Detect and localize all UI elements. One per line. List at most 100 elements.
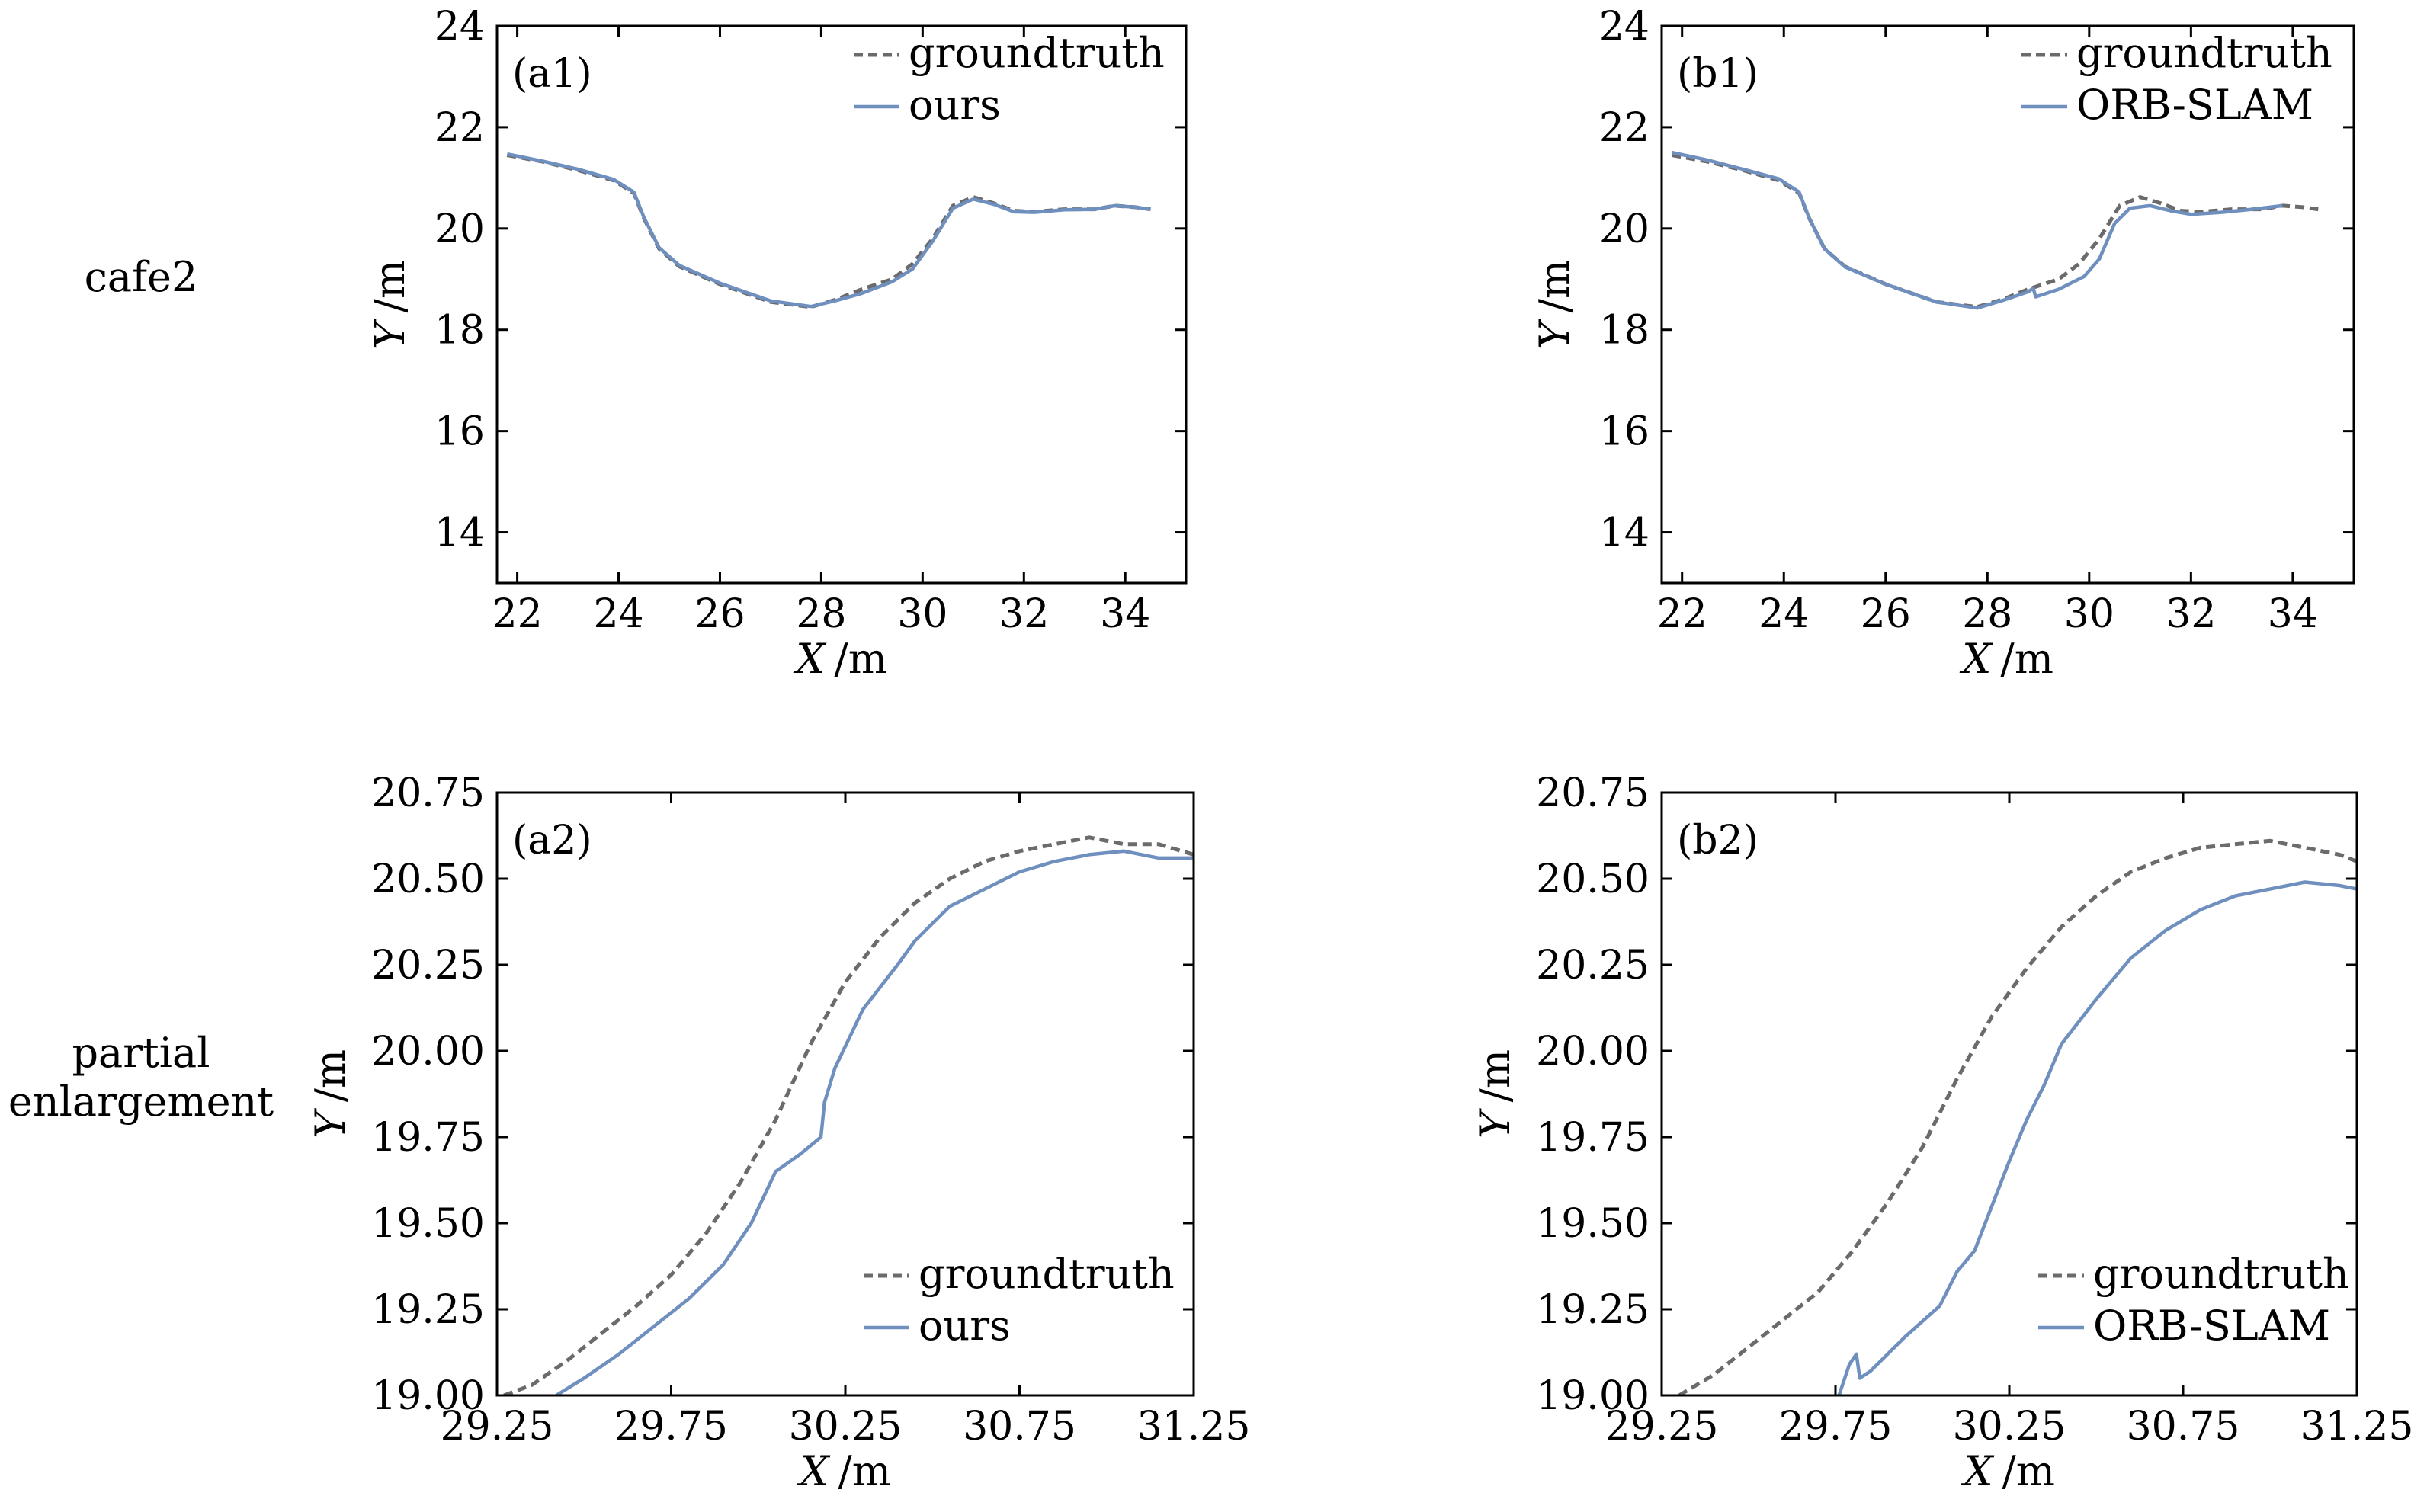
x-tick-label: 30 [897, 591, 947, 637]
y-axis-label: Y/m [306, 1049, 354, 1139]
y-tick-label: 20.00 [371, 1029, 485, 1075]
y-axis-label-var: Y [366, 319, 414, 349]
x-axis-label-unit: /m [2002, 1447, 2055, 1495]
x-tick-label: 24 [1759, 591, 1809, 637]
y-tick-label: 20 [1599, 207, 1650, 252]
row-label-cafe2: cafe2 [84, 253, 198, 301]
x-tick-label: 34 [1100, 591, 1150, 637]
series-line-ours [555, 849, 1194, 1395]
x-tick-label: 29.25 [1605, 1404, 1719, 1450]
y-axis-label-var: Y [306, 1108, 354, 1139]
x-tick-label: 28 [1962, 591, 2012, 637]
series-line-orb-slam [1671, 150, 2283, 310]
x-tick-label: 29.75 [1779, 1404, 1893, 1450]
x-axis-label: X/m [797, 1447, 891, 1495]
x-tick-label: 29.75 [614, 1404, 728, 1450]
plot-frame [495, 24, 1188, 585]
y-axis-label-unit: /m [1531, 260, 1579, 312]
y-tick-label: 19.50 [371, 1201, 485, 1247]
legend-label: groundtruth [2076, 29, 2332, 77]
y-axis-label: Y/m [1471, 1049, 1519, 1139]
x-axis-label: X/m [1959, 635, 2053, 683]
y-tick-label: 22 [1599, 105, 1650, 151]
y-axis-label-unit: /m [366, 260, 414, 312]
x-tick-label: 30.75 [963, 1404, 1076, 1450]
x-axis-label-unit: /m [838, 1447, 891, 1495]
x-tick-label: 30.75 [2127, 1404, 2240, 1450]
y-tick-label: 18 [1599, 308, 1650, 354]
x-tick-label: 22 [1657, 591, 1707, 637]
legend-label: ours [919, 1302, 1011, 1350]
x-tick-label: 32 [2166, 591, 2216, 637]
x-axis-label: X/m [793, 635, 887, 683]
y-tick-label: 24 [434, 4, 485, 50]
x-tick-label: 26 [694, 591, 745, 637]
chart-panel-0: 22 24 26 28 30 32 34141618202224(a1)X/mY/mgrou… [366, 4, 1188, 683]
legend-label: ours [909, 81, 1001, 129]
x-tick-label: 29.25 [441, 1404, 554, 1450]
y-tick-label: 19.25 [371, 1287, 485, 1333]
panel-label: (a1) [512, 51, 592, 97]
x-tick-label: 24 [593, 591, 643, 637]
y-tick-label: 19.50 [1536, 1201, 1650, 1247]
y-tick-label: 16 [434, 409, 485, 455]
y-tick-label: 16 [1599, 409, 1650, 455]
x-axis-label-var: X [1961, 1447, 1995, 1495]
chart-panel-2: 29.25 29.75 30.25 30.75 31.25 19.00 19.25 19.50… [306, 770, 1250, 1495]
legend-label: ORB-SLAM [2076, 81, 2313, 129]
x-tick-label: 30.25 [789, 1404, 903, 1450]
chart-panel-1: 22 24 26 28 30 32 34141618202224(b1)X/mY/mgrou… [1531, 4, 2355, 683]
x-tick-label: 34 [2268, 591, 2318, 637]
x-tick-label: 26 [1861, 591, 1911, 637]
legend-label: groundtruth [919, 1250, 1175, 1298]
legend-label: groundtruth [909, 29, 1165, 77]
y-tick-label: 20.75 [371, 770, 485, 816]
y-tick-label: 20.50 [1536, 857, 1650, 902]
x-axis-label-var: X [793, 635, 827, 683]
x-axis-label-unit: /m [2001, 635, 2053, 683]
y-axis-label-var: Y [1531, 319, 1579, 349]
y-tick-label: 20.75 [1536, 770, 1650, 816]
y-axis-label-unit: /m [1471, 1049, 1519, 1102]
y-tick-label: 19.75 [1536, 1115, 1650, 1161]
row-label-partial-enlargement-text: partial enlargement [8, 1029, 274, 1126]
plot-frame [495, 791, 1195, 1397]
y-tick-label: 14 [434, 511, 485, 556]
legend-label: ORB-SLAM [2093, 1302, 2330, 1350]
x-tick-label: 22 [492, 591, 543, 637]
x-tick-label: 31.25 [2300, 1404, 2414, 1450]
y-tick-label: 20.25 [1536, 943, 1650, 988]
x-axis-label-unit: /m [835, 635, 887, 683]
y-tick-label: 14 [1599, 511, 1650, 556]
x-tick-label: 32 [999, 591, 1049, 637]
x-tick-label: 30.25 [1953, 1404, 2066, 1450]
series-line-groundtruth [1678, 838, 2357, 1395]
panel-label: (b2) [1677, 818, 1759, 863]
plot-frame [1660, 24, 2355, 585]
y-tick-label: 22 [434, 105, 485, 151]
chart-panel-3: 29.25 29.75 30.25 30.75 31.25 19.00 19.25 19.50… [1471, 770, 2413, 1495]
x-tick-label: 28 [796, 591, 846, 637]
y-tick-label: 20.25 [371, 943, 485, 988]
series-line-orb-slam [1837, 880, 2357, 1395]
y-axis-label-unit: /m [306, 1049, 354, 1102]
legend-label: groundtruth [2093, 1250, 2349, 1298]
y-axis-label: Y/m [366, 260, 414, 349]
y-tick-label: 24 [1599, 4, 1650, 50]
row-label-partial-enlargement: partial enlargement [0, 1029, 282, 1126]
y-tick-label: 18 [434, 308, 485, 354]
y-axis-label: Y/m [1531, 260, 1579, 349]
y-tick-label: 19.00 [1536, 1373, 1650, 1419]
x-axis-label-var: X [797, 1447, 831, 1495]
x-tick-label: 30 [2064, 591, 2114, 637]
panel-label: (a2) [512, 818, 592, 863]
panel-label: (b1) [1677, 51, 1759, 97]
y-tick-label: 20 [434, 207, 485, 252]
y-tick-label: 20.50 [371, 857, 485, 902]
x-axis-label-var: X [1959, 635, 1993, 683]
